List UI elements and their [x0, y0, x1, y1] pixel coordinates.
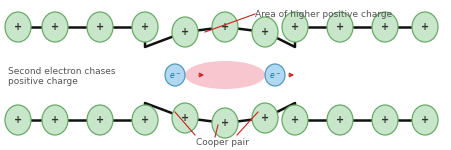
Ellipse shape [172, 103, 198, 133]
Text: +: + [14, 22, 22, 32]
Ellipse shape [282, 12, 308, 42]
Text: +: + [221, 22, 229, 32]
Text: +: + [421, 115, 429, 125]
Ellipse shape [327, 105, 353, 135]
Ellipse shape [252, 103, 278, 133]
Ellipse shape [42, 12, 68, 42]
Ellipse shape [412, 12, 438, 42]
Text: +: + [96, 115, 104, 125]
Text: +: + [381, 22, 389, 32]
Text: +: + [141, 115, 149, 125]
Ellipse shape [87, 105, 113, 135]
Text: +: + [381, 115, 389, 125]
Text: +: + [291, 22, 299, 32]
Ellipse shape [165, 64, 185, 86]
Text: Second electron chases
positive charge: Second electron chases positive charge [8, 67, 115, 86]
Text: +: + [14, 115, 22, 125]
Ellipse shape [327, 12, 353, 42]
Ellipse shape [87, 12, 113, 42]
Ellipse shape [372, 12, 398, 42]
Ellipse shape [212, 12, 238, 42]
Ellipse shape [132, 12, 158, 42]
Ellipse shape [372, 105, 398, 135]
Text: Area of higher positive charge: Area of higher positive charge [255, 10, 392, 19]
Text: +: + [261, 113, 269, 123]
Text: +: + [181, 27, 189, 37]
Ellipse shape [282, 105, 308, 135]
Ellipse shape [132, 105, 158, 135]
Ellipse shape [265, 64, 285, 86]
Text: +: + [421, 22, 429, 32]
Text: +: + [261, 27, 269, 37]
Ellipse shape [212, 108, 238, 138]
Ellipse shape [172, 17, 198, 47]
Ellipse shape [42, 105, 68, 135]
Ellipse shape [5, 12, 31, 42]
Text: Cooper pair: Cooper pair [196, 138, 249, 147]
Text: +: + [221, 118, 229, 128]
Text: +: + [291, 115, 299, 125]
Ellipse shape [252, 17, 278, 47]
Text: +: + [181, 113, 189, 123]
Text: +: + [51, 115, 59, 125]
Text: +: + [51, 22, 59, 32]
Text: +: + [336, 22, 344, 32]
Text: $e^-$: $e^-$ [169, 71, 181, 81]
Ellipse shape [185, 61, 265, 89]
Text: +: + [336, 115, 344, 125]
Ellipse shape [412, 105, 438, 135]
Text: $e^-$: $e^-$ [269, 71, 281, 81]
Ellipse shape [5, 105, 31, 135]
Text: +: + [96, 22, 104, 32]
Text: +: + [141, 22, 149, 32]
